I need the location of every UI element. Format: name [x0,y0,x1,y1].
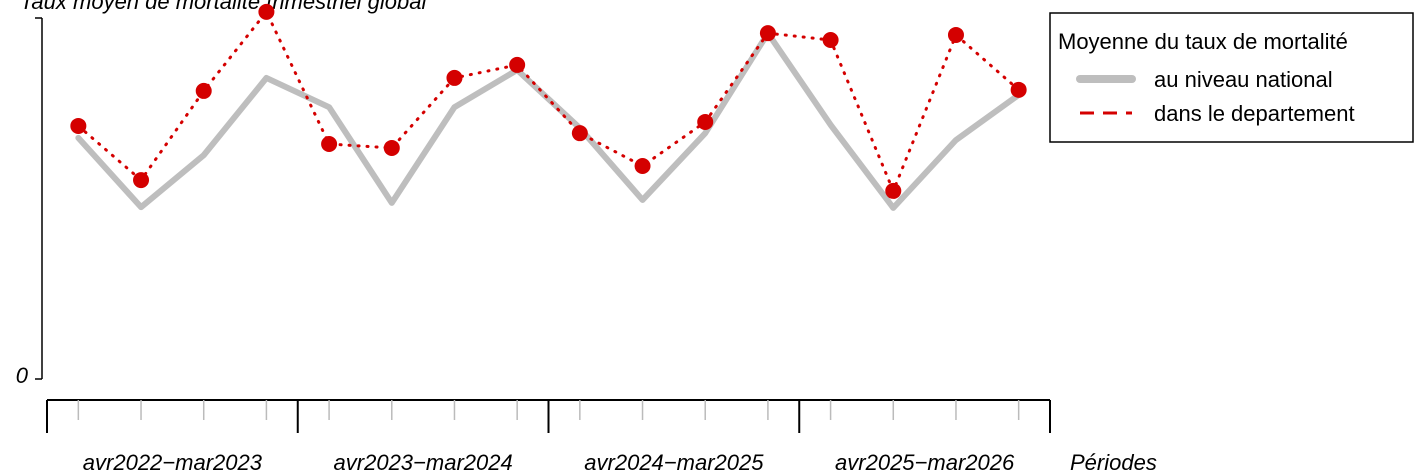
data-point [697,113,714,130]
data-point [822,32,839,49]
x-group-label: avr2023−mar2024 [334,450,513,475]
x-group-label: avr2024−mar2025 [584,450,764,475]
data-point [446,69,463,86]
y-tick-label: 0 [16,363,29,388]
data-point [70,117,87,134]
x-group-label: avr2025−mar2026 [835,450,1015,475]
data-point [383,139,400,156]
legend-label: au niveau national [1154,67,1333,92]
data-point [258,3,275,20]
legend-title: Moyenne du taux de mortalité [1058,29,1348,54]
x-group-label: avr2022−mar2023 [83,450,263,475]
series-line [76,10,1021,193]
data-point [1010,81,1027,98]
x-axis-label: Périodes [1070,450,1157,475]
data-point [634,158,651,175]
data-point [509,56,526,73]
data-point [571,125,588,142]
chart-title: Taux moyen de mortalité trimestriel glob… [20,0,427,14]
legend-label: dans le departement [1154,101,1355,126]
data-point [885,182,902,199]
data-point [759,25,776,42]
series-line [75,30,1022,211]
data-point [321,135,338,152]
data-point [133,172,150,189]
data-point [195,82,212,99]
data-point [947,26,964,43]
